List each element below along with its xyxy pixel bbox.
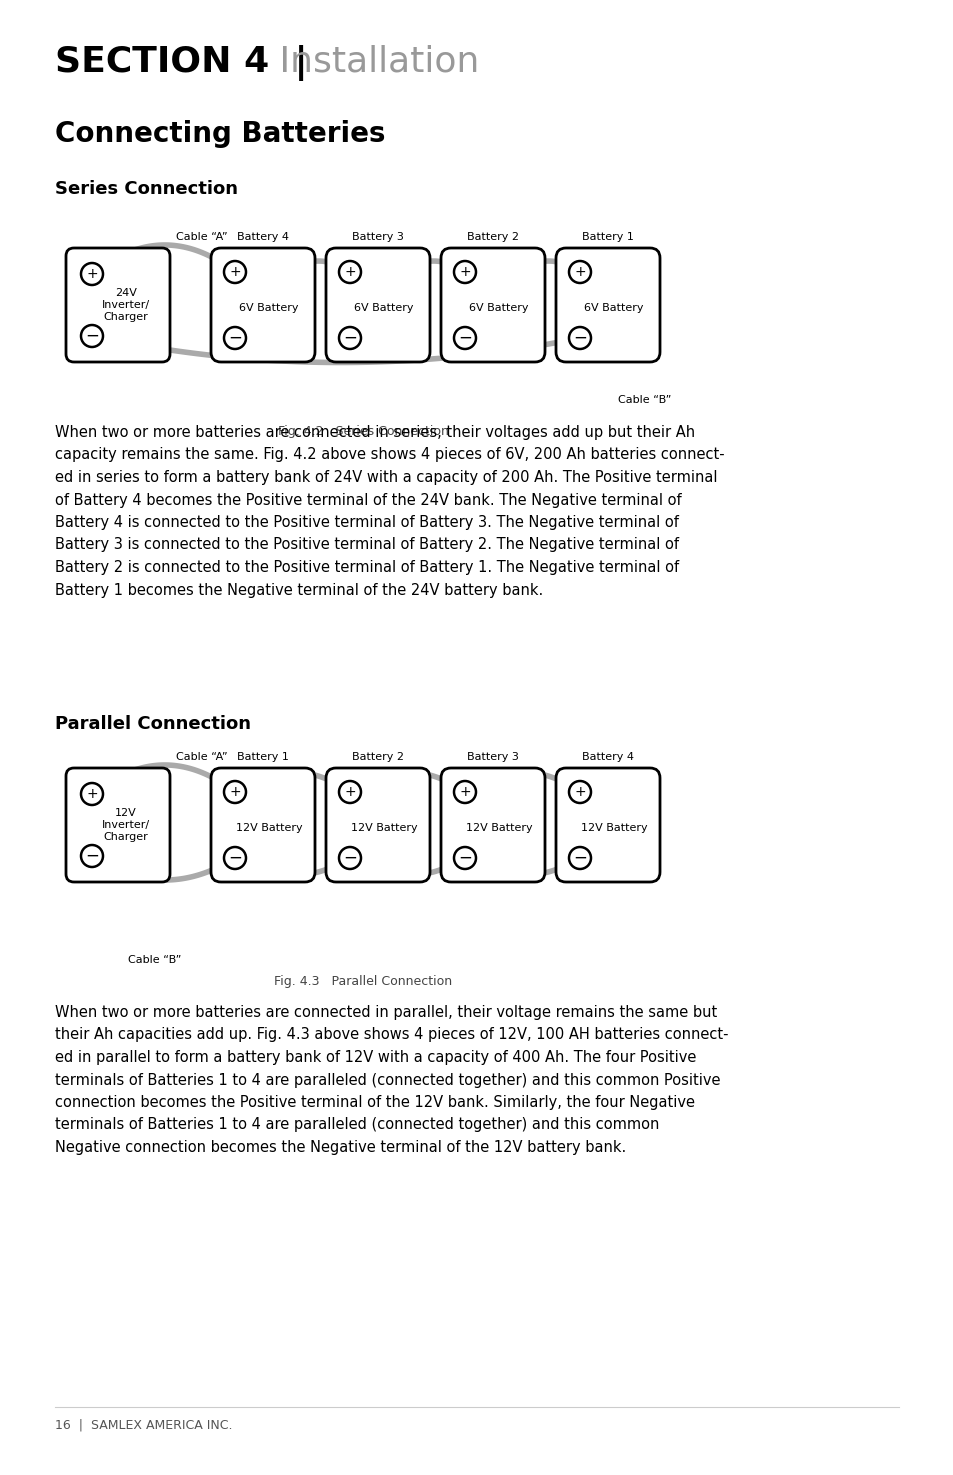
Text: −: − [85, 327, 99, 345]
Text: terminals of Batteries 1 to 4 are paralleled (connected together) and this commo: terminals of Batteries 1 to 4 are parall… [55, 1072, 720, 1087]
Circle shape [568, 847, 590, 869]
Text: When two or more batteries are connected in series, their voltages add up but th: When two or more batteries are connected… [55, 425, 695, 440]
FancyBboxPatch shape [66, 768, 170, 882]
Text: Installation: Installation [268, 46, 478, 80]
Circle shape [224, 261, 246, 283]
Text: Battery 2 is connected to the Positive terminal of Battery 1. The Negative termi: Battery 2 is connected to the Positive t… [55, 560, 679, 575]
Text: Cable “B”: Cable “B” [128, 954, 181, 965]
Circle shape [224, 780, 246, 802]
FancyBboxPatch shape [211, 768, 314, 882]
Circle shape [568, 327, 590, 350]
Text: 6V Battery: 6V Battery [469, 302, 528, 313]
Text: −: − [573, 329, 586, 347]
Text: Parallel Connection: Parallel Connection [55, 715, 251, 733]
Text: −: − [343, 329, 356, 347]
Text: Cable “A”: Cable “A” [176, 232, 228, 242]
Text: +: + [574, 266, 585, 279]
Circle shape [224, 847, 246, 869]
Text: their Ah capacities add up. Fig. 4.3 above shows 4 pieces of 12V, 100 AH batteri: their Ah capacities add up. Fig. 4.3 abo… [55, 1028, 728, 1043]
Text: Battery 3: Battery 3 [352, 232, 403, 242]
Circle shape [81, 263, 103, 285]
Text: Battery 2: Battery 2 [467, 232, 518, 242]
Text: +: + [344, 266, 355, 279]
Text: −: − [573, 850, 586, 867]
FancyBboxPatch shape [440, 248, 544, 361]
Circle shape [568, 780, 590, 802]
FancyBboxPatch shape [211, 248, 314, 361]
Text: 16  |  SAMLEX AMERICA INC.: 16 | SAMLEX AMERICA INC. [55, 1419, 233, 1432]
FancyBboxPatch shape [556, 248, 659, 361]
Text: 24V
Inverter/
Charger: 24V Inverter/ Charger [102, 289, 150, 322]
Circle shape [224, 327, 246, 350]
Circle shape [454, 327, 476, 350]
Text: Battery 3: Battery 3 [467, 752, 518, 763]
Circle shape [338, 847, 360, 869]
Text: −: − [457, 329, 472, 347]
Text: capacity remains the same. Fig. 4.2 above shows 4 pieces of 6V, 200 Ah batteries: capacity remains the same. Fig. 4.2 abov… [55, 447, 724, 463]
Circle shape [338, 261, 360, 283]
Circle shape [338, 327, 360, 350]
Text: +: + [229, 266, 240, 279]
Text: Battery 1: Battery 1 [236, 752, 289, 763]
Text: 6V Battery: 6V Battery [354, 302, 414, 313]
Circle shape [81, 783, 103, 805]
Text: −: − [228, 329, 242, 347]
Text: 12V Battery: 12V Battery [351, 823, 416, 833]
Circle shape [454, 261, 476, 283]
Text: Battery 3 is connected to the Positive terminal of Battery 2. The Negative termi: Battery 3 is connected to the Positive t… [55, 537, 679, 553]
Text: Battery 2: Battery 2 [352, 752, 403, 763]
Text: Battery 1 becomes the Negative terminal of the 24V battery bank.: Battery 1 becomes the Negative terminal … [55, 583, 542, 597]
Circle shape [568, 261, 590, 283]
Text: 6V Battery: 6V Battery [239, 302, 298, 313]
Text: Cable “B”: Cable “B” [618, 395, 671, 406]
Text: Fig. 4.3   Parallel Connection: Fig. 4.3 Parallel Connection [274, 975, 452, 988]
Text: Connecting Batteries: Connecting Batteries [55, 119, 385, 148]
Text: +: + [458, 785, 471, 799]
Text: Cable “A”: Cable “A” [176, 752, 228, 763]
Text: When two or more batteries are connected in parallel, their voltage remains the : When two or more batteries are connected… [55, 1004, 717, 1021]
Text: +: + [86, 788, 98, 801]
FancyBboxPatch shape [66, 248, 170, 361]
Text: −: − [457, 850, 472, 867]
Text: connection becomes the Positive terminal of the 12V bank. Similarly, the four Ne: connection becomes the Positive terminal… [55, 1094, 695, 1111]
Text: +: + [86, 267, 98, 282]
Circle shape [454, 780, 476, 802]
Text: ed in series to form a battery bank of 24V with a capacity of 200 Ah. The Positi: ed in series to form a battery bank of 2… [55, 471, 717, 485]
Text: Series Connection: Series Connection [55, 180, 237, 198]
Text: −: − [85, 847, 99, 864]
Text: Battery 4: Battery 4 [236, 232, 289, 242]
Text: ed in parallel to form a battery bank of 12V with a capacity of 400 Ah. The four: ed in parallel to form a battery bank of… [55, 1050, 696, 1065]
Text: Fig. 4.2   Series Connection: Fig. 4.2 Series Connection [277, 425, 448, 438]
Text: +: + [574, 785, 585, 799]
Text: 12V
Inverter/
Charger: 12V Inverter/ Charger [102, 808, 150, 842]
Text: Battery 4: Battery 4 [581, 752, 634, 763]
Text: SECTION 4  |: SECTION 4 | [55, 46, 308, 81]
Text: 12V Battery: 12V Battery [465, 823, 532, 833]
Circle shape [338, 780, 360, 802]
FancyBboxPatch shape [326, 248, 430, 361]
Text: −: − [228, 850, 242, 867]
Text: 12V Battery: 12V Battery [580, 823, 647, 833]
FancyBboxPatch shape [556, 768, 659, 882]
Text: 12V Battery: 12V Battery [235, 823, 302, 833]
Text: 6V Battery: 6V Battery [583, 302, 643, 313]
FancyBboxPatch shape [326, 768, 430, 882]
Text: of Battery 4 becomes the Positive terminal of the 24V bank. The Negative termina: of Battery 4 becomes the Positive termin… [55, 493, 680, 507]
Text: +: + [229, 785, 240, 799]
Text: +: + [458, 266, 471, 279]
Text: Negative connection becomes the Negative terminal of the 12V battery bank.: Negative connection becomes the Negative… [55, 1140, 625, 1155]
Text: −: − [343, 850, 356, 867]
FancyBboxPatch shape [440, 768, 544, 882]
Circle shape [454, 847, 476, 869]
Text: Battery 4 is connected to the Positive terminal of Battery 3. The Negative termi: Battery 4 is connected to the Positive t… [55, 515, 679, 530]
Circle shape [81, 845, 103, 867]
Text: +: + [344, 785, 355, 799]
Text: terminals of Batteries 1 to 4 are paralleled (connected together) and this commo: terminals of Batteries 1 to 4 are parall… [55, 1118, 659, 1133]
Text: Battery 1: Battery 1 [581, 232, 634, 242]
Circle shape [81, 324, 103, 347]
